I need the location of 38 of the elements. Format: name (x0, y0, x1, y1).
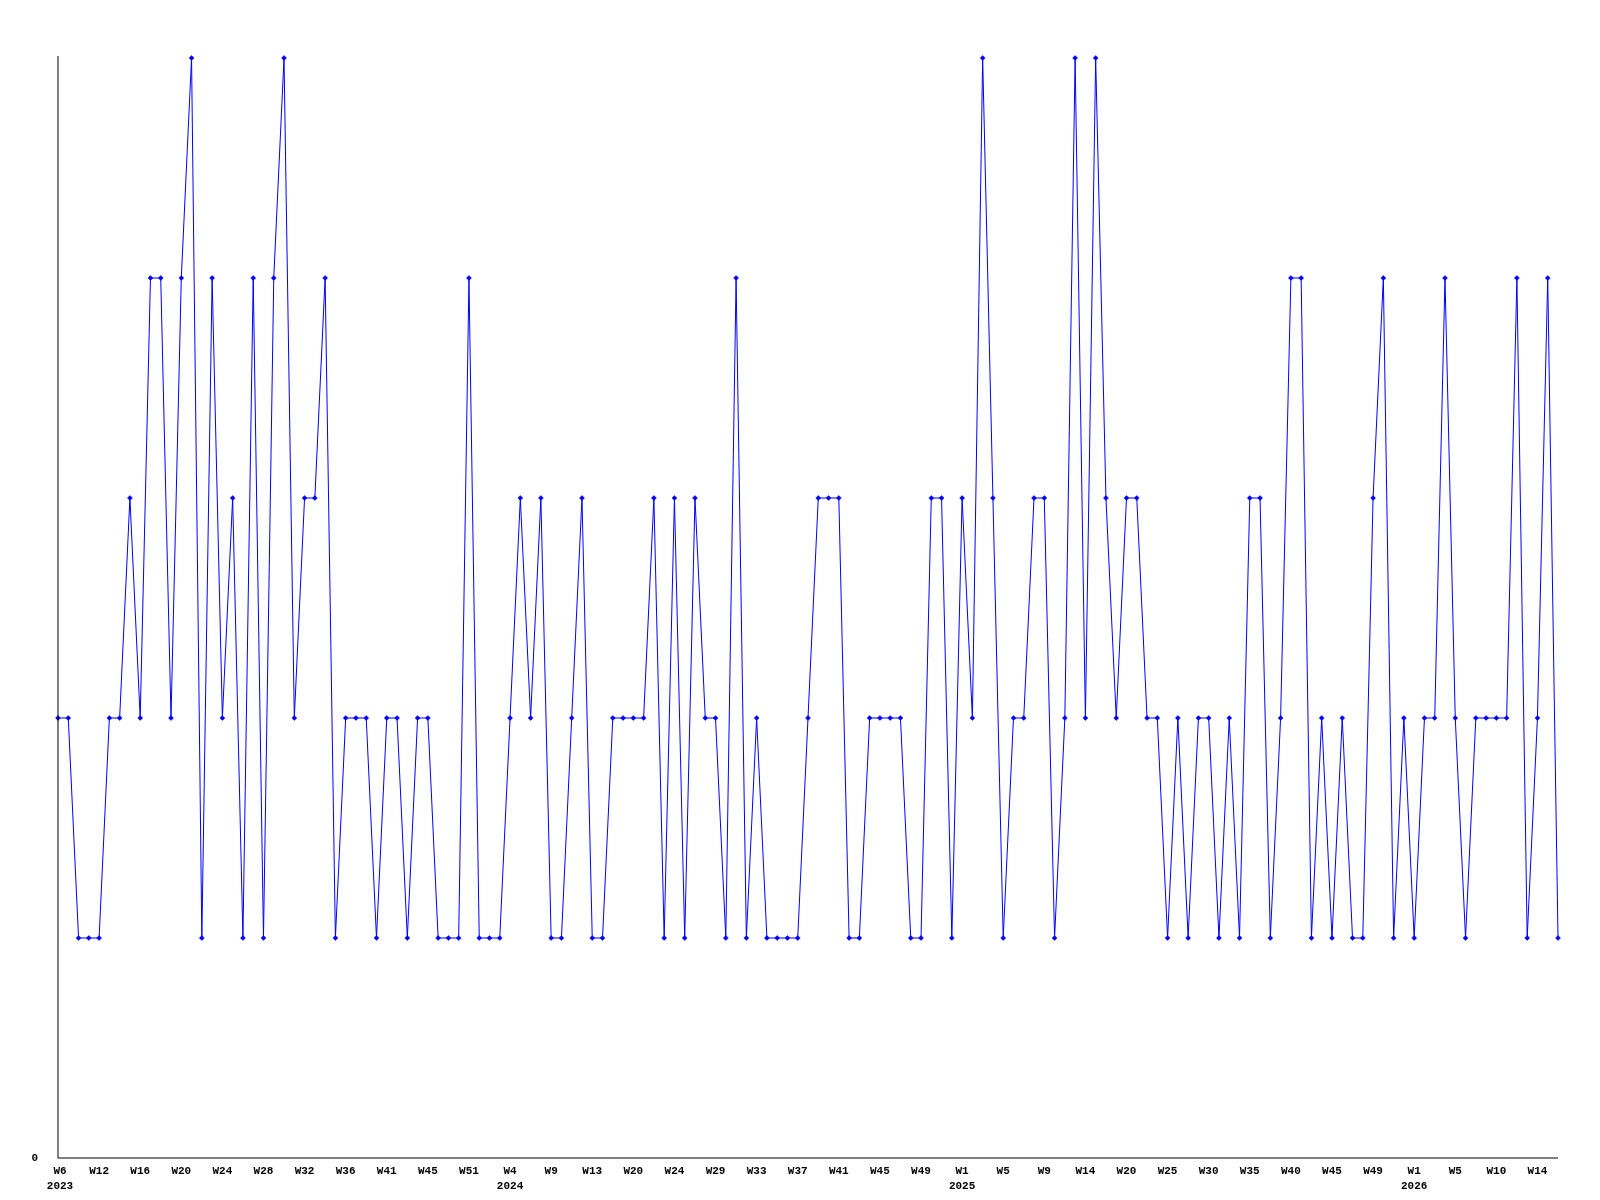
x-tick-label: W14 (1075, 1165, 1096, 1177)
x-tick-label: W5 (996, 1165, 1011, 1177)
x-tick-label: W4 2024 (496, 1165, 524, 1192)
x-tick-label: W40 (1280, 1165, 1301, 1177)
x-tick-label: W45 (870, 1165, 891, 1177)
x-tick-label: W24 (212, 1165, 233, 1177)
x-tick-label: W45 (417, 1165, 439, 1177)
x-tick-label: W36 (335, 1165, 356, 1177)
x-tick-label: W41 (376, 1165, 398, 1177)
x-tick-label: W10 (1486, 1165, 1507, 1177)
x-tick-label: W49 (1363, 1165, 1383, 1177)
x-tick-label: W24 (664, 1165, 685, 1177)
x-tick-label: W16 (130, 1165, 151, 1177)
x-tick-label: W12 (89, 1165, 109, 1177)
x-tick-label: W29 (705, 1165, 726, 1177)
x-tick-label: W28 (253, 1165, 274, 1177)
x-tick-label: W45 (1322, 1165, 1343, 1177)
x-tick-label: W49 (911, 1165, 931, 1177)
x-tick-label: W51 (459, 1165, 480, 1177)
x-tick-label: W37 (787, 1165, 808, 1177)
x-tick-label: W25 (1157, 1165, 1178, 1177)
x-tick-label: W20 (171, 1165, 192, 1177)
x-tick-label: W30 (1198, 1165, 1219, 1177)
x-tick-label: W20 (623, 1165, 644, 1177)
x-tick-label: W32 (294, 1165, 315, 1177)
x-tick-label: W41 (828, 1165, 850, 1177)
x-tick-label: W5 (1448, 1165, 1463, 1177)
x-tick-label: W14 (1527, 1165, 1548, 1177)
x-tick-label: W9 (1037, 1165, 1051, 1177)
x-tick-label: W35 (1239, 1165, 1261, 1177)
x-tick-label: W1 2026 (1400, 1165, 1428, 1192)
x-tick-label: W6 2023 (46, 1165, 74, 1192)
x-tick-label: W1 2025 (948, 1165, 976, 1192)
x-tick-label: W9 (544, 1165, 558, 1177)
text: 0 (31, 1151, 38, 1164)
x-tick-label: W20 (1116, 1165, 1137, 1177)
x-tick-label: W13 (582, 1165, 603, 1177)
x-tick-label: W33 (746, 1165, 767, 1177)
